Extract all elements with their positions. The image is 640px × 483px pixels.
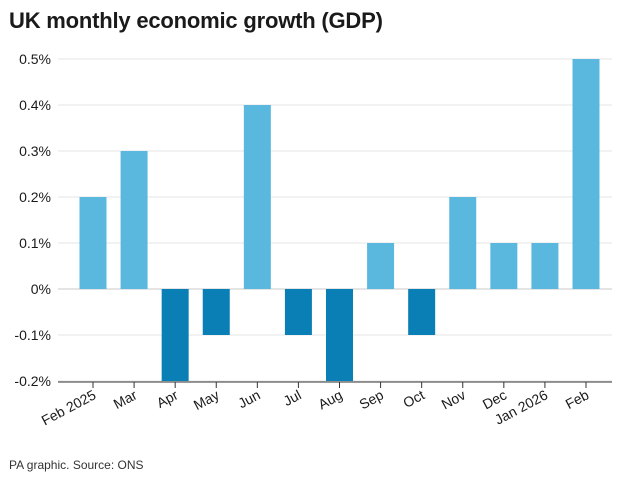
bar <box>161 289 189 381</box>
chart-title: UK monthly economic growth (GDP) <box>9 8 383 33</box>
x-tick-label: Jun <box>235 387 262 412</box>
x-tick-label: Nov <box>439 387 469 413</box>
x-tick-label: Mar <box>111 386 140 412</box>
x-tick-label: Aug <box>315 387 345 413</box>
bar <box>449 197 477 289</box>
y-axis-tick-labels: 0.5% 0.4% 0.3% 0.2% 0.1% 0% -0.1% -0.2% <box>14 51 51 389</box>
bar <box>490 243 518 289</box>
x-tick-label: Feb 2025 <box>39 386 99 428</box>
bar <box>284 289 312 335</box>
x-tick-label: May <box>191 387 222 414</box>
bar <box>202 289 230 335</box>
y-tick-label: 0.3% <box>19 143 51 159</box>
y-tick-label: -0.2% <box>14 373 51 389</box>
bar <box>79 197 107 289</box>
source-footnote: PA graphic. Source: ONS <box>9 458 144 472</box>
y-tick-label: 0.4% <box>19 97 51 113</box>
y-tick-label: -0.1% <box>14 327 51 343</box>
bar <box>326 289 353 381</box>
x-tick-label: Sep <box>356 386 386 412</box>
bars <box>79 59 600 381</box>
bar <box>531 243 559 289</box>
y-tick-label: 0% <box>31 281 51 297</box>
bar <box>408 289 436 335</box>
x-axis: Feb 2025 Mar Apr May Jun Jul Aug Sep Oct Nov DecJa… <box>39 381 612 428</box>
bar <box>120 151 148 289</box>
y-tick-label: 0.1% <box>19 235 51 251</box>
bar <box>367 243 395 289</box>
x-tick-label: Oct <box>400 386 427 410</box>
bar <box>572 59 600 289</box>
bar <box>243 105 271 289</box>
x-tick-label: Feb <box>563 386 592 412</box>
y-tick-label: 0.5% <box>19 51 51 67</box>
x-tick-label: Apr <box>154 386 181 411</box>
x-tick-label: Jul <box>281 387 304 410</box>
y-tick-label: 0.2% <box>19 189 51 205</box>
